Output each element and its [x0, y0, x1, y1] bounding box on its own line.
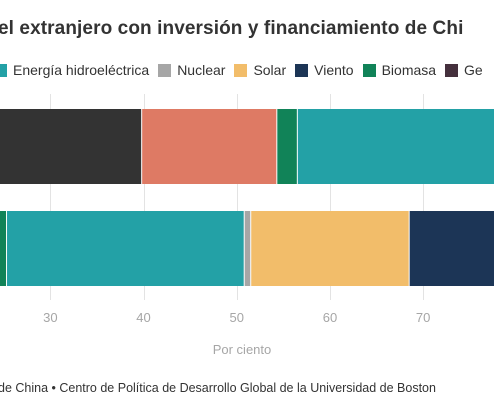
legend-swatch-hydro [0, 63, 7, 77]
x-tick-label-50: 50 [230, 310, 244, 325]
bar-row2-segment-1 [0, 211, 7, 286]
legend-item-hydro: Energía hidroeléctrica [0, 62, 149, 78]
legend-label-nuclear: Nuclear [177, 62, 226, 78]
legend-label-biomass: Biomasa [381, 62, 437, 78]
legend-label-geo: Ge [464, 62, 483, 78]
legend-item-solar: Solar [234, 62, 286, 78]
x-tick-label-30: 30 [43, 310, 57, 325]
legend-item-wind: Viento [295, 62, 354, 78]
legend-swatch-geo [445, 63, 459, 77]
legend-item-biomass: Biomasa [362, 62, 437, 78]
legend-swatch-solar [234, 63, 248, 77]
x-tick-label-60: 60 [323, 310, 337, 325]
x-tick-label-70: 70 [416, 310, 430, 325]
chart-title: el extranjero con inversión y financiami… [0, 18, 464, 39]
bar-row1-segment-3 [276, 109, 298, 184]
bar-row2-segment-2 [6, 211, 245, 286]
bar-row2-segment-5 [409, 211, 494, 286]
bar-row1-segment-4 [297, 109, 494, 184]
legend-swatch-biomass [362, 63, 376, 77]
legend-label-wind: Viento [314, 62, 354, 78]
x-axis-title: Por ciento [213, 342, 272, 357]
legend-swatch-wind [295, 63, 309, 77]
legend-item-geo: Ge [445, 62, 483, 78]
bar-row1-segment-2 [141, 109, 277, 184]
legend-item-nuclear: Nuclear [158, 62, 225, 78]
bar-row2-segment-4 [250, 211, 410, 286]
legend-label-hydro: Energía hidroeléctrica [13, 62, 150, 78]
bar-row2-segment-3 [244, 211, 251, 286]
legend: Energía hidroeléctrica Nuclear Solar Vie… [0, 61, 492, 79]
legend-swatch-nuclear [158, 63, 172, 77]
source-note: de China • Centro de Política de Desarro… [0, 381, 436, 395]
bar-row1-segment-1 [0, 109, 142, 184]
x-tick-label-40: 40 [136, 310, 150, 325]
legend-label-solar: Solar [253, 62, 287, 78]
